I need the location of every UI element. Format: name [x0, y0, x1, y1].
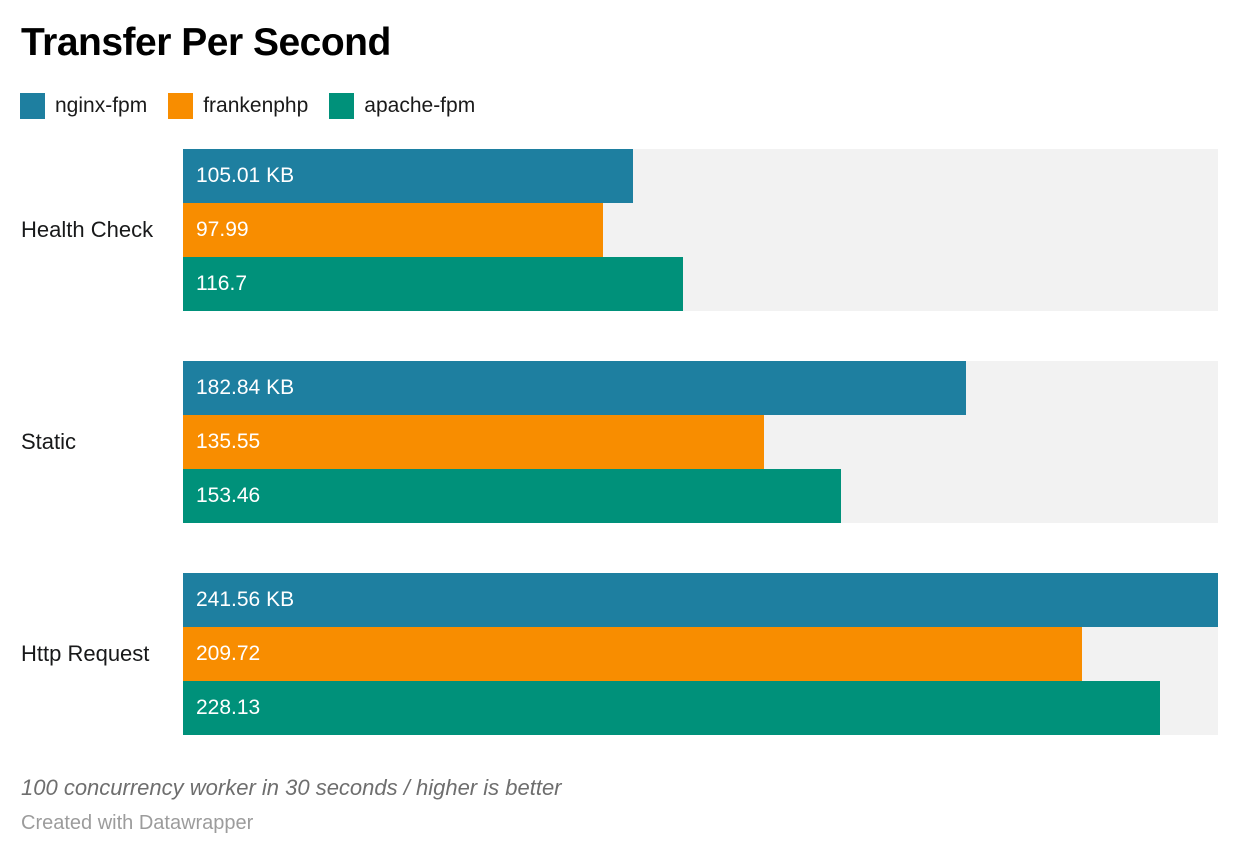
legend-swatch-icon [168, 93, 194, 120]
bar-row: 153.46 [183, 468, 1218, 523]
legend-item-apache-fpm: apache-fpm [329, 93, 476, 120]
bar-frankenphp: 135.55 [183, 414, 764, 469]
bar-nginx-fpm: 182.84 KB [183, 360, 967, 415]
legend-item-frankenphp: frankenphp [168, 93, 309, 120]
bar-group: Static 182.84 KB 135.55 153.46 [0, 360, 1240, 523]
category-label: Health Check [21, 216, 154, 242]
legend-label: apache-fpm [364, 94, 476, 118]
legend-swatch-icon [329, 93, 355, 120]
bar-value-label: 153.46 [196, 483, 261, 507]
bar-chart: Health Check 105.01 KB 97.99 116.7 Static 182… [0, 148, 1240, 735]
bar-track-area: 182.84 KB 135.55 153.46 [183, 360, 1218, 523]
bar-track-area: 105.01 KB 97.99 116.7 [183, 148, 1218, 311]
legend-item-nginx-fpm: nginx-fpm [20, 93, 148, 120]
bar-value-label: 209.72 [196, 641, 261, 665]
bar-value-label: 97.99 [196, 217, 249, 241]
category-label: Http Request [21, 640, 150, 666]
bar-frankenphp: 97.99 [183, 202, 603, 257]
datawrapper-credit-link[interactable]: Created with Datawrapper [21, 811, 254, 834]
bar-value-label: 228.13 [196, 695, 261, 719]
bar-nginx-fpm: 105.01 KB [183, 148, 633, 203]
bar-value-label: 241.56 KB [196, 587, 295, 611]
category-label: Static [21, 428, 77, 454]
legend-swatch-icon [20, 93, 45, 120]
bar-value-label: 135.55 [196, 429, 261, 453]
chart-title: Transfer Per Second [21, 21, 391, 64]
bar-nginx-fpm: 241.56 KB [183, 572, 1218, 627]
legend-label: nginx-fpm [55, 94, 148, 118]
bar-frankenphp: 209.72 [183, 626, 1082, 681]
bar-apache-fpm: 153.46 [183, 468, 841, 523]
bar-row: 209.72 [183, 626, 1218, 681]
bar-row: 97.99 [183, 202, 1218, 257]
bar-apache-fpm: 116.7 [183, 256, 684, 311]
chart-note: 100 concurrency worker in 30 seconds / h… [21, 774, 562, 800]
bar-track-area: 241.56 KB 209.72 228.13 [183, 572, 1218, 735]
bar-row: 116.7 [183, 256, 1218, 311]
bar-group: Health Check 105.01 KB 97.99 116.7 [0, 148, 1240, 311]
bar-row: 135.55 [183, 414, 1218, 469]
bar-apache-fpm: 228.13 [183, 680, 1161, 735]
bar-value-label: 182.84 KB [196, 375, 295, 399]
bar-row: 182.84 KB [183, 360, 1218, 415]
bar-row: 105.01 KB [183, 148, 1218, 203]
bar-row: 241.56 KB [183, 572, 1218, 627]
bar-row: 228.13 [183, 680, 1218, 735]
bar-group: Http Request 241.56 KB 209.72 228.13 [0, 572, 1240, 735]
chart-footer: 100 concurrency worker in 30 seconds / h… [21, 775, 1240, 835]
legend-label: frankenphp [203, 94, 309, 118]
bar-value-label: 116.7 [196, 271, 247, 295]
bar-value-label: 105.01 KB [196, 163, 295, 187]
chart-legend: nginx-fpm frankenphp apache-fpm [20, 93, 1240, 120]
